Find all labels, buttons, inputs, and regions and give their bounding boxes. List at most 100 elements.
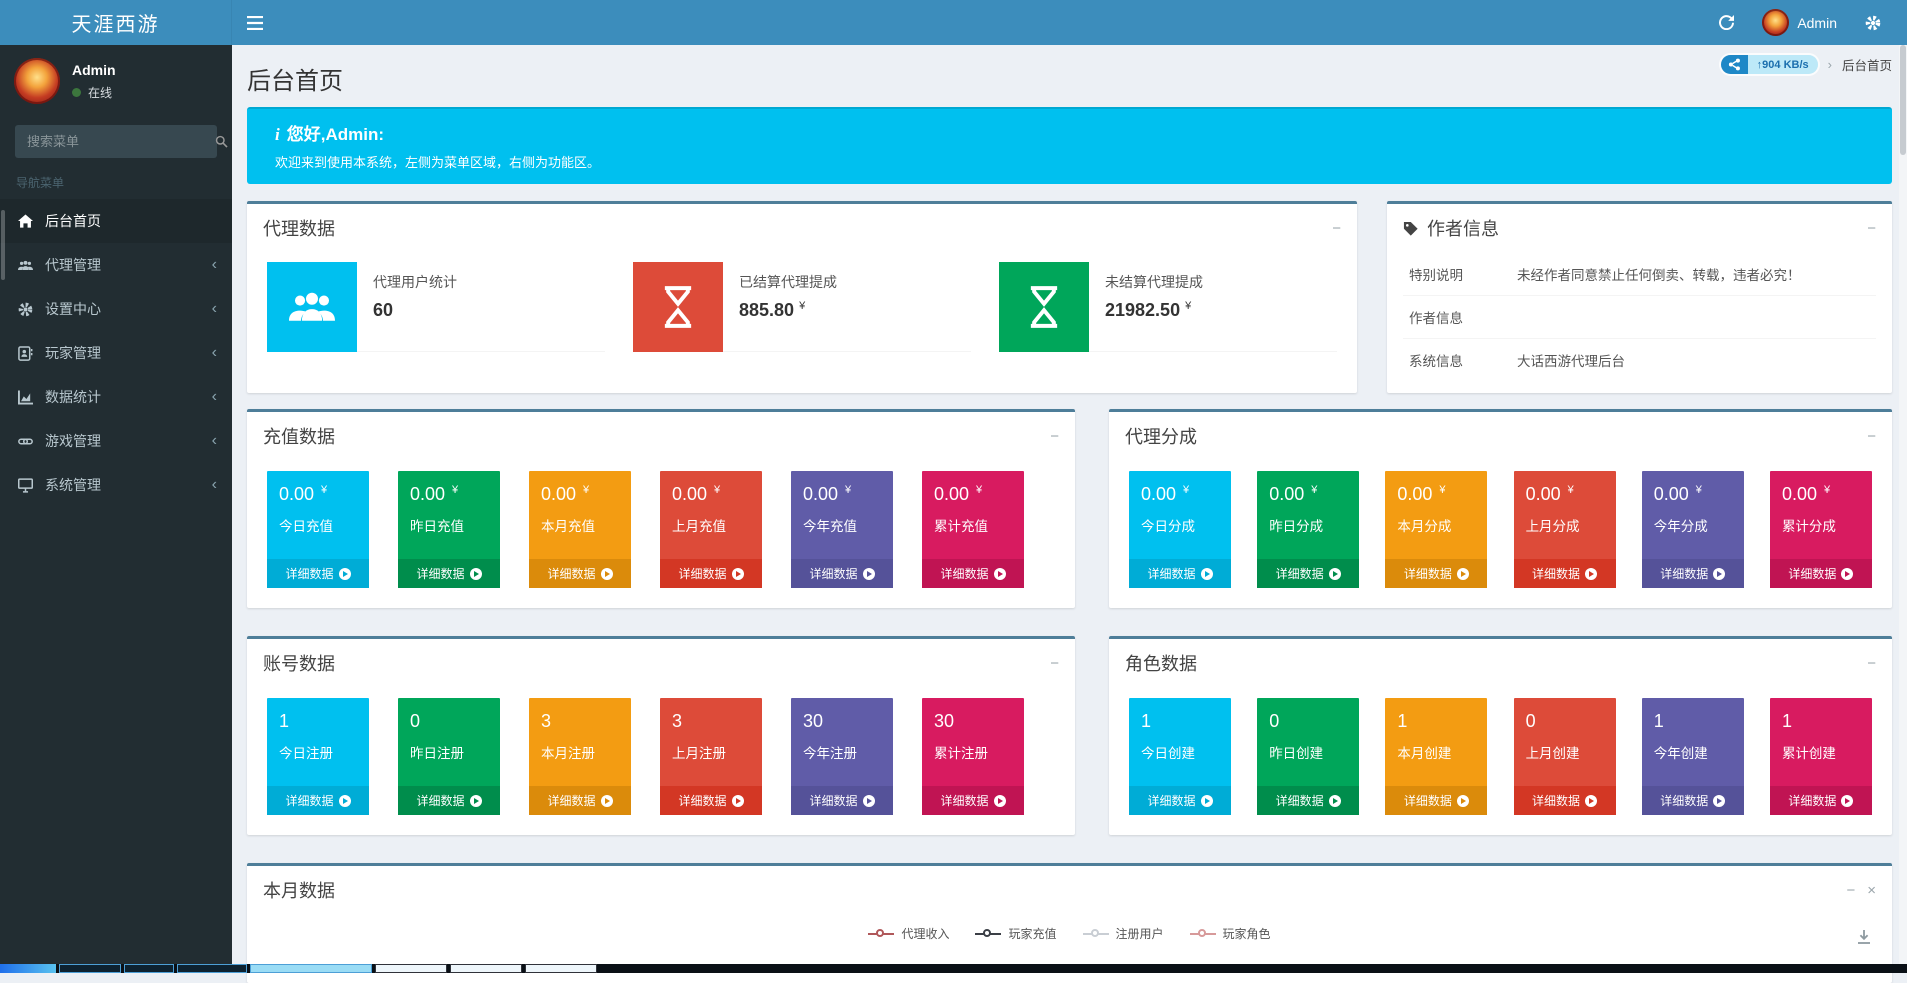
sidebar-item-label: 设置中心 bbox=[45, 301, 101, 317]
taskbar-window-button[interactable] bbox=[250, 964, 372, 973]
stat-tile[interactable]: 1 今日创建 详细数据 bbox=[1129, 698, 1231, 815]
scrollbar-thumb[interactable] bbox=[1900, 45, 1906, 155]
taskbar-window-button[interactable] bbox=[124, 964, 174, 973]
stat-tile[interactable]: 0 昨日注册 详细数据 bbox=[398, 698, 500, 815]
collapse-button[interactable]: − bbox=[1846, 881, 1856, 899]
stat-tile[interactable]: 0.00 ¥ 上月分成 详细数据 bbox=[1513, 471, 1616, 588]
content-header: 后台首页 ↑904 KB/s › 后台首页 bbox=[247, 45, 1892, 107]
collapse-button[interactable]: − bbox=[1050, 654, 1059, 672]
tile-detail-link[interactable]: 详细数据 bbox=[529, 559, 631, 588]
stat-tile[interactable]: 3 本月注册 详细数据 bbox=[529, 698, 631, 815]
menu-search-input[interactable] bbox=[15, 125, 215, 158]
user-menu[interactable]: Admin bbox=[1750, 0, 1849, 45]
download-chart-button[interactable] bbox=[1856, 929, 1872, 945]
panel-title: 充值数据 bbox=[263, 427, 335, 447]
stat-tile[interactable]: 30 累计注册 详细数据 bbox=[922, 698, 1024, 815]
taskbar-window-button[interactable] bbox=[525, 964, 597, 973]
refresh-button[interactable] bbox=[1707, 0, 1746, 45]
stat-tile[interactable]: 0.00 ¥ 本月充值 详细数据 bbox=[529, 471, 631, 588]
tile-detail-link[interactable]: 详细数据 bbox=[660, 786, 762, 815]
author-row: 系统信息 大话西游代理后台 bbox=[1403, 338, 1876, 381]
stat-tile[interactable]: 0.00 ¥ 昨日充值 详细数据 bbox=[398, 471, 500, 588]
stat-tile[interactable]: 1 本月创建 详细数据 bbox=[1385, 698, 1488, 815]
tile-detail-link[interactable]: 详细数据 bbox=[660, 559, 762, 588]
sidebar-item-users[interactable]: 代理管理 ‹ bbox=[0, 243, 232, 287]
stat-tile[interactable]: 3 上月注册 详细数据 bbox=[660, 698, 762, 815]
legend-item[interactable]: 注册用户 bbox=[1082, 925, 1164, 942]
tile-detail-link[interactable]: 详细数据 bbox=[1129, 559, 1231, 588]
tile-detail-link[interactable]: 详细数据 bbox=[922, 786, 1024, 815]
tile-detail-link[interactable]: 详细数据 bbox=[529, 786, 631, 815]
taskbar-window-button[interactable] bbox=[375, 964, 447, 973]
collapse-button[interactable]: − bbox=[1867, 427, 1876, 445]
tile-detail-link[interactable]: 详细数据 bbox=[1769, 786, 1872, 815]
stat-tile[interactable]: 0 上月创建 详细数据 bbox=[1513, 698, 1616, 815]
collapse-button[interactable]: − bbox=[1050, 427, 1059, 445]
sidebar-item-desktop[interactable]: 系统管理 ‹ bbox=[0, 463, 232, 507]
stat-tile[interactable]: 0.00 ¥ 昨日分成 详细数据 bbox=[1257, 471, 1360, 588]
tile-detail-link[interactable]: 详细数据 bbox=[1641, 559, 1744, 588]
stat-tile[interactable]: 0.00 ¥ 今日充值 详细数据 bbox=[267, 471, 369, 588]
sidebar-item-link[interactable]: 游戏管理 ‹ bbox=[0, 419, 232, 463]
taskbar-window-button[interactable] bbox=[450, 964, 522, 973]
stat-tile[interactable]: 1 今日注册 详细数据 bbox=[267, 698, 369, 815]
taskbar-window-button[interactable] bbox=[59, 964, 121, 973]
tile-detail-link[interactable]: 详细数据 bbox=[267, 559, 369, 588]
collapse-button[interactable]: − bbox=[1867, 654, 1876, 672]
stat-tile[interactable]: 30 今年注册 详细数据 bbox=[791, 698, 893, 815]
collapse-button[interactable]: − bbox=[1867, 219, 1876, 237]
tile-detail-link[interactable]: 详细数据 bbox=[791, 559, 893, 588]
tile-value: 1 bbox=[1141, 711, 1152, 731]
sidebar-scrollbar[interactable] bbox=[1, 210, 5, 280]
hamburger-icon bbox=[247, 16, 263, 30]
tile-value: 0.00 ¥ bbox=[410, 484, 459, 504]
app-logo[interactable]: 天涯西游 bbox=[0, 0, 232, 45]
menu-search-button[interactable] bbox=[215, 135, 228, 148]
tile-detail-link[interactable]: 详细数据 bbox=[1257, 786, 1360, 815]
tile-detail-link[interactable]: 详细数据 bbox=[1641, 786, 1744, 815]
arrow-circle-right-icon bbox=[338, 794, 351, 807]
chevron-left-icon: ‹ bbox=[211, 476, 217, 493]
tile-detail-link[interactable]: 详细数据 bbox=[791, 786, 893, 815]
legend-item[interactable]: 玩家充值 bbox=[975, 925, 1057, 942]
tile-detail-link[interactable]: 详细数据 bbox=[398, 786, 500, 815]
speed-badge[interactable]: ↑904 KB/s bbox=[1720, 55, 1818, 74]
taskbar-start-button[interactable] bbox=[0, 964, 56, 973]
stat-tile[interactable]: 0.00 ¥ 今日分成 详细数据 bbox=[1129, 471, 1231, 588]
stat-tile[interactable]: 0.00 ¥ 本月分成 详细数据 bbox=[1385, 471, 1488, 588]
sidebar-item-chart[interactable]: 数据统计 ‹ bbox=[0, 375, 232, 419]
stat-tile[interactable]: 0.00 ¥ 今年充值 详细数据 bbox=[791, 471, 893, 588]
tile-detail-link[interactable]: 详细数据 bbox=[1513, 786, 1616, 815]
tile-detail-link[interactable]: 详细数据 bbox=[1385, 786, 1488, 815]
sidebar-item-home[interactable]: 后台首页 ‹ bbox=[0, 199, 232, 243]
tile-detail-link[interactable]: 详细数据 bbox=[1257, 559, 1360, 588]
stat-tile[interactable]: 0.00 ¥ 累计充值 详细数据 bbox=[922, 471, 1024, 588]
settings-button[interactable] bbox=[1853, 0, 1893, 45]
page-scrollbar[interactable] bbox=[1899, 45, 1907, 965]
stat-tile[interactable]: 1 今年创建 详细数据 bbox=[1641, 698, 1744, 815]
stat-tile[interactable]: 0.00 ¥ 今年分成 详细数据 bbox=[1641, 471, 1744, 588]
tile-detail-link[interactable]: 详细数据 bbox=[1513, 559, 1616, 588]
tile-detail-link[interactable]: 详细数据 bbox=[267, 786, 369, 815]
stat-tile[interactable]: 0.00 ¥ 累计分成 详细数据 bbox=[1769, 471, 1872, 588]
sidebar-item-label: 玩家管理 bbox=[45, 345, 101, 361]
legend-item[interactable]: 玩家角色 bbox=[1189, 925, 1271, 942]
tile-detail-link[interactable]: 详细数据 bbox=[1769, 559, 1872, 588]
legend-item[interactable]: 代理收入 bbox=[868, 925, 949, 942]
tile-detail-link[interactable]: 详细数据 bbox=[922, 559, 1024, 588]
breadcrumb[interactable]: 后台首页 bbox=[1841, 59, 1892, 73]
tile-detail-link[interactable]: 详细数据 bbox=[1385, 559, 1488, 588]
sidebar-toggle-button[interactable] bbox=[232, 0, 278, 45]
sidebar-item-card[interactable]: 玩家管理 ‹ bbox=[0, 331, 232, 375]
collapse-button[interactable]: − bbox=[1332, 219, 1341, 237]
stat-tile[interactable]: 0.00 ¥ 上月充值 详细数据 bbox=[660, 471, 762, 588]
taskbar-window-button[interactable] bbox=[177, 964, 247, 973]
close-button[interactable]: × bbox=[1867, 881, 1876, 899]
stat-tile[interactable]: 0 昨日创建 详细数据 bbox=[1257, 698, 1360, 815]
tile-detail-link[interactable]: 详细数据 bbox=[1129, 786, 1231, 815]
stat-tile[interactable]: 1 累计创建 详细数据 bbox=[1769, 698, 1872, 815]
sidebar-item-gear[interactable]: 设置中心 ‹ bbox=[0, 287, 232, 331]
tile-value: 0.00 ¥ bbox=[1781, 484, 1831, 504]
tile-detail-link[interactable]: 详细数据 bbox=[398, 559, 500, 588]
os-taskbar[interactable] bbox=[0, 964, 1907, 973]
